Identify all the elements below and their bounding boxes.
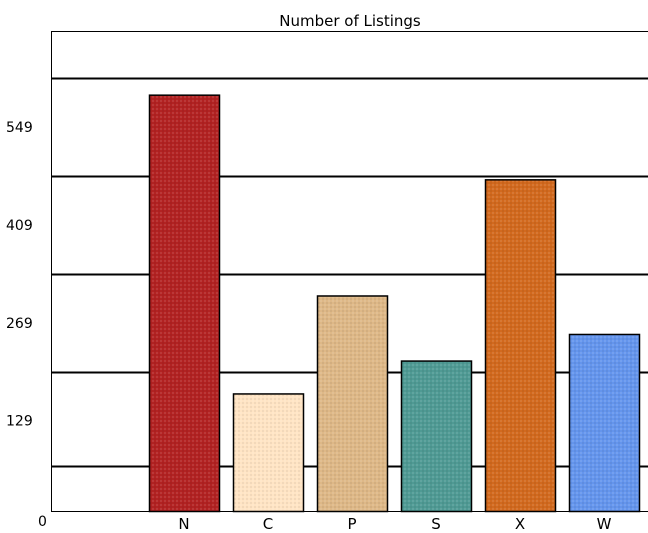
bar-texture [234, 394, 303, 511]
bars [148, 94, 641, 513]
bar-texture [486, 180, 555, 511]
bar-texture [318, 296, 387, 511]
y-tick-label: 409 [6, 218, 33, 234]
y-axis-ticks: 0 129 269 409 549 [6, 120, 47, 530]
bar-x [484, 179, 557, 513]
y-tick-label: 0 [38, 514, 47, 530]
bar-n [148, 94, 221, 513]
x-tick-label: P [347, 515, 356, 533]
x-tick-label: N [178, 515, 189, 533]
chart-title: Number of Listings [279, 12, 421, 30]
bar-texture [150, 96, 219, 511]
bar-s [400, 360, 473, 513]
x-tick-label: W [597, 515, 612, 533]
x-tick-label: S [431, 515, 441, 533]
bar-w [568, 333, 641, 513]
bar-p [316, 295, 389, 513]
y-tick-label: 129 [6, 414, 33, 430]
x-tick-label: X [515, 515, 525, 533]
x-tick-label: C [263, 515, 273, 533]
bar-texture [570, 335, 639, 511]
bar-c [232, 393, 305, 513]
bar-texture [402, 362, 471, 511]
y-tick-label: 549 [6, 120, 33, 136]
y-tick-label: 269 [6, 316, 33, 332]
